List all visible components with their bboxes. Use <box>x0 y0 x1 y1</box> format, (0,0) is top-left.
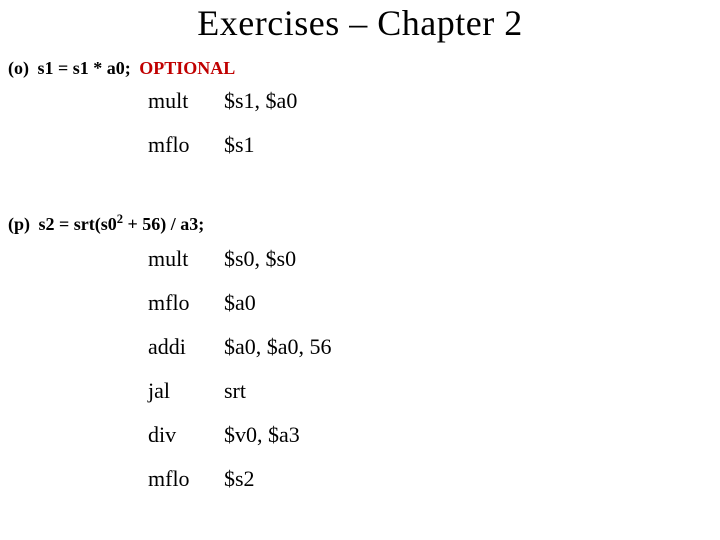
instruction-opcode: mult <box>148 90 224 134</box>
problem-o-statement: s1 = s1 * a0; <box>33 58 131 78</box>
instruction-opcode: mult <box>148 248 224 292</box>
instruction-opcode: mflo <box>148 292 224 336</box>
instruction-opcode: jal <box>148 380 224 424</box>
table-row: jal srt <box>148 380 332 424</box>
problem-p-statement: s2 = srt(s02 + 56) / a3; <box>34 214 204 234</box>
instruction-args: $s0, $s0 <box>224 248 332 292</box>
table-row: addi $a0, $a0, 56 <box>148 336 332 380</box>
instruction-args: $a0 <box>224 292 332 336</box>
problem-p: (p) s2 = srt(s02 + 56) / a3; <box>8 212 204 235</box>
instruction-args: $s2 <box>224 468 332 512</box>
table-row: mflo $s2 <box>148 468 332 512</box>
page-title: Exercises – Chapter 2 <box>0 2 720 44</box>
problem-o: (o) s1 = s1 * a0; OPTIONAL <box>8 58 235 79</box>
instruction-args: srt <box>224 380 332 424</box>
instruction-args: $a0, $a0, 56 <box>224 336 332 380</box>
table-row: div $v0, $a3 <box>148 424 332 468</box>
problem-o-label: (o) <box>8 58 29 78</box>
instruction-args: $s1 <box>224 134 297 178</box>
instruction-opcode: mflo <box>148 134 224 178</box>
table-row: mflo $s1 <box>148 134 297 178</box>
problem-o-instructions: mult $s1, $a0 mflo $s1 <box>148 90 297 178</box>
instruction-opcode: addi <box>148 336 224 380</box>
table-row: mult $s1, $a0 <box>148 90 297 134</box>
instruction-opcode: div <box>148 424 224 468</box>
problem-o-optional-tag: OPTIONAL <box>135 58 236 78</box>
instruction-args: $s1, $a0 <box>224 90 297 134</box>
table-row: mult $s0, $s0 <box>148 248 332 292</box>
problem-p-label: (p) <box>8 214 30 234</box>
instruction-opcode: mflo <box>148 468 224 512</box>
problem-p-instructions: mult $s0, $s0 mflo $a0 addi $a0, $a0, 56… <box>148 248 332 512</box>
instruction-args: $v0, $a3 <box>224 424 332 468</box>
table-row: mflo $a0 <box>148 292 332 336</box>
